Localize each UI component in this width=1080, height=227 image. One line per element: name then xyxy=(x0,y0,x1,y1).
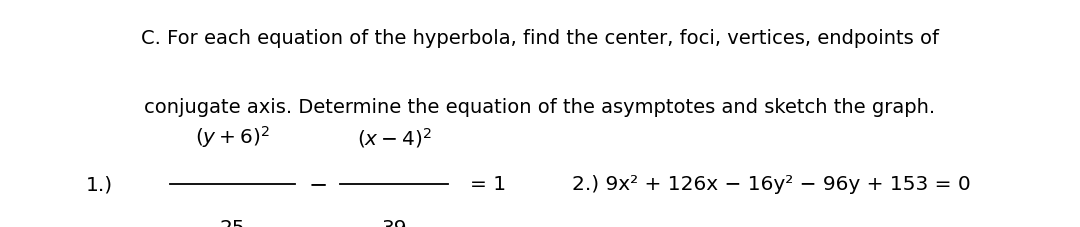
Text: C. For each equation of the hyperbola, find the center, foci, vertices, endpoint: C. For each equation of the hyperbola, f… xyxy=(141,29,939,48)
Text: conjugate axis. Determine the equation of the asymptotes and sketch the graph.: conjugate axis. Determine the equation o… xyxy=(145,97,935,116)
Text: 2.) 9x² + 126x − 16y² − 96y + 153 = 0: 2.) 9x² + 126x − 16y² − 96y + 153 = 0 xyxy=(572,174,971,193)
Text: −: − xyxy=(309,173,328,195)
Text: 25: 25 xyxy=(219,218,245,227)
Text: 1.): 1.) xyxy=(86,174,113,193)
Text: = 1: = 1 xyxy=(470,174,505,193)
Text: $(y + 6)^2$: $(y + 6)^2$ xyxy=(194,124,270,150)
Text: $(x - 4)^2$: $(x - 4)^2$ xyxy=(356,126,432,150)
Text: 39: 39 xyxy=(381,218,407,227)
